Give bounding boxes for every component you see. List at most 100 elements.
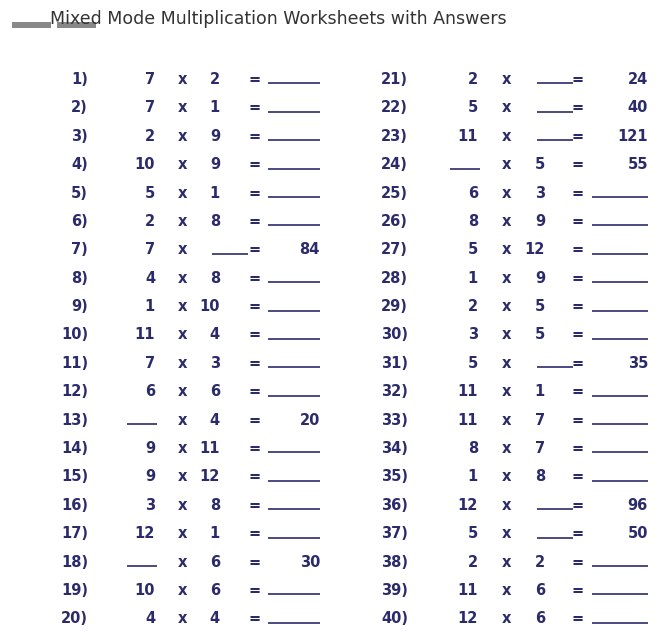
Text: 35: 35	[628, 356, 648, 371]
Text: 23): 23)	[381, 129, 408, 144]
Text: 12: 12	[457, 611, 478, 626]
Text: 1: 1	[535, 385, 545, 399]
Text: 3: 3	[468, 327, 478, 343]
Text: x: x	[502, 72, 511, 87]
Text: =: =	[249, 129, 261, 144]
Text: 11: 11	[457, 129, 478, 144]
Text: =: =	[572, 469, 584, 484]
Text: 3: 3	[535, 186, 545, 201]
Text: =: =	[249, 214, 261, 229]
Text: 27): 27)	[381, 242, 408, 257]
Text: 26): 26)	[381, 214, 408, 229]
Text: x: x	[502, 469, 511, 484]
Text: 1: 1	[210, 526, 220, 541]
Text: 35): 35)	[381, 469, 408, 484]
Text: 16): 16)	[61, 498, 88, 512]
Text: 121: 121	[617, 129, 648, 144]
Text: x: x	[178, 441, 187, 456]
Text: 8): 8)	[71, 271, 88, 285]
Text: 1: 1	[210, 186, 220, 201]
Text: =: =	[572, 554, 584, 570]
Text: =: =	[249, 469, 261, 484]
Text: 24: 24	[628, 72, 648, 87]
Text: 5: 5	[535, 157, 545, 172]
Text: =: =	[249, 356, 261, 371]
Text: =: =	[249, 271, 261, 285]
Text: 7: 7	[535, 441, 545, 456]
Text: 40: 40	[628, 100, 648, 115]
Text: 13): 13)	[61, 413, 88, 428]
Text: 2): 2)	[71, 100, 88, 115]
Text: 7: 7	[145, 356, 155, 371]
Text: 17): 17)	[61, 526, 88, 541]
Text: 9: 9	[145, 469, 155, 484]
Text: =: =	[249, 100, 261, 115]
Text: 6: 6	[210, 554, 220, 570]
Text: 25): 25)	[381, 186, 408, 201]
Text: 5: 5	[468, 526, 478, 541]
Text: =: =	[249, 526, 261, 541]
Text: 4: 4	[210, 611, 220, 626]
Text: 9: 9	[535, 271, 545, 285]
Text: =: =	[249, 299, 261, 314]
Text: =: =	[572, 299, 584, 314]
Text: 3: 3	[145, 498, 155, 512]
Text: 37): 37)	[381, 526, 408, 541]
Text: x: x	[178, 526, 187, 541]
Text: 12: 12	[457, 498, 478, 512]
Text: 9: 9	[145, 441, 155, 456]
Text: 11: 11	[457, 385, 478, 399]
Text: 8: 8	[535, 469, 545, 484]
Text: x: x	[178, 327, 187, 343]
Text: x: x	[502, 100, 511, 115]
Text: x: x	[178, 385, 187, 399]
Text: 6: 6	[535, 583, 545, 598]
Text: 5: 5	[468, 356, 478, 371]
Text: =: =	[572, 327, 584, 343]
Text: 4: 4	[210, 327, 220, 343]
Text: =: =	[572, 441, 584, 456]
Text: x: x	[502, 242, 511, 257]
Text: =: =	[572, 498, 584, 512]
Text: x: x	[502, 441, 511, 456]
Text: 33): 33)	[381, 413, 408, 428]
Text: x: x	[502, 157, 511, 172]
Text: =: =	[572, 583, 584, 598]
Text: 2: 2	[210, 72, 220, 87]
Text: 11): 11)	[61, 356, 88, 371]
Text: x: x	[178, 413, 187, 428]
Text: 15): 15)	[61, 469, 88, 484]
Text: 3: 3	[210, 356, 220, 371]
Text: 10: 10	[199, 299, 220, 314]
Text: =: =	[572, 356, 584, 371]
Text: 55: 55	[628, 157, 648, 172]
Text: x: x	[178, 469, 187, 484]
Text: 2: 2	[468, 299, 478, 314]
Text: 24): 24)	[381, 157, 408, 172]
Text: 4: 4	[145, 271, 155, 285]
Text: 12): 12)	[61, 385, 88, 399]
Text: 8: 8	[468, 441, 478, 456]
Text: 14): 14)	[61, 441, 88, 456]
Text: 5: 5	[535, 299, 545, 314]
Text: =: =	[572, 72, 584, 87]
Text: =: =	[249, 413, 261, 428]
Text: 2: 2	[468, 554, 478, 570]
Text: 9: 9	[535, 214, 545, 229]
Bar	[12, 23, 51, 25]
Text: =: =	[572, 186, 584, 201]
Text: 5: 5	[145, 186, 155, 201]
Text: x: x	[178, 100, 187, 115]
Text: 2: 2	[535, 554, 545, 570]
Text: 4): 4)	[71, 157, 88, 172]
Text: =: =	[572, 611, 584, 626]
Bar	[57, 23, 96, 25]
Text: 11: 11	[135, 327, 155, 343]
Text: 1: 1	[468, 271, 478, 285]
Text: x: x	[502, 327, 511, 343]
Text: 10): 10)	[61, 327, 88, 343]
Text: =: =	[572, 129, 584, 144]
Text: =: =	[572, 157, 584, 172]
Text: 2: 2	[145, 129, 155, 144]
Text: x: x	[178, 611, 187, 626]
